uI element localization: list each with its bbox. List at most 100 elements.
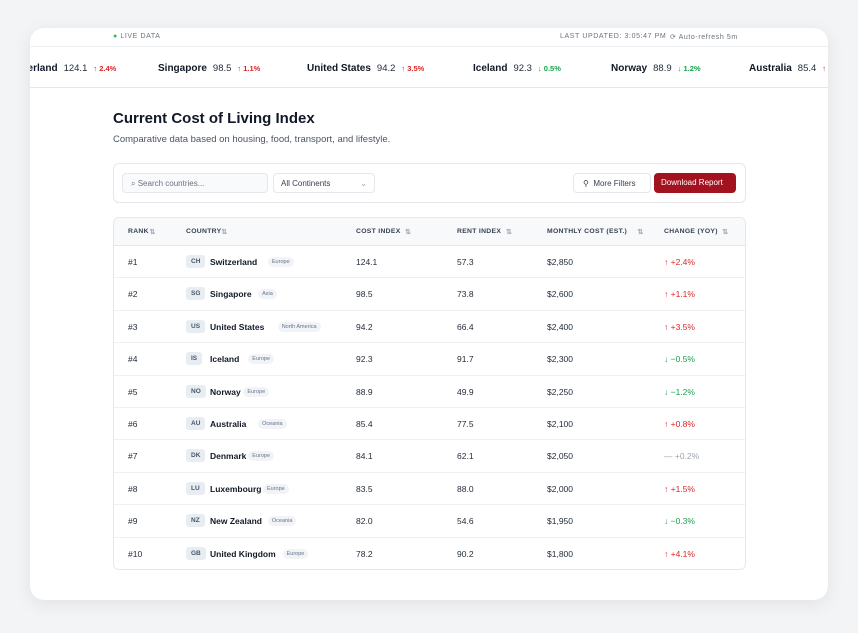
cost-index: 98.5	[356, 289, 373, 300]
country-name: Iceland	[210, 354, 240, 365]
country-name: Luxembourg	[210, 483, 262, 494]
more-filters-button[interactable]: ⚲ More Filters	[573, 173, 651, 193]
continent-tag: Europe	[248, 451, 275, 462]
table-row: #9 NZ New Zealand Oceania 82.0 54.6 $1,950 ↓ −0…	[114, 505, 745, 538]
ticker-change: ↑ 1.1%	[237, 63, 261, 73]
ticker-item: Iceland 92.3 ↓ 0.5%	[473, 58, 561, 78]
change: ↓ −1.2%	[664, 386, 695, 397]
continent-tag: Asia	[258, 289, 277, 300]
dashboard-card: ● LIVE DATA LAST UPDATED: 3:05:47 PM ⟳ A…	[30, 28, 828, 600]
sort-icon[interactable]: ⇅	[221, 229, 228, 236]
table-row: #7 DK Denmark Europe 84.1 62.1 $2,050 — +0.2%	[114, 440, 745, 473]
column-header: RENT INDEX	[457, 228, 502, 235]
ticker-value: 92.3	[513, 62, 532, 74]
ticker-value: 88.9	[653, 62, 672, 74]
ticker-item: United States 94.2 ↑ 3.5%	[307, 58, 424, 78]
cost-index: 124.1	[356, 257, 378, 267]
sort-icon[interactable]: ⇅	[149, 229, 156, 236]
continent-tag: North America	[277, 321, 321, 332]
monthly-cost: $2,400	[547, 321, 573, 332]
download-button[interactable]: Download Report	[654, 173, 736, 193]
country-code: DK	[186, 449, 206, 463]
country-name: United Kingdom	[210, 548, 276, 559]
country-code: CH	[186, 255, 206, 268]
rent-index: 54.6	[457, 516, 474, 527]
country-name: Singapore	[210, 289, 252, 300]
country-code: GB	[186, 546, 206, 560]
live-indicator: ● LIVE DATA	[113, 33, 161, 40]
ticker-item: Norway 88.9 ↓ 1.2%	[611, 58, 701, 78]
continent-tag: Europe	[243, 386, 270, 397]
change: ↓ −0.3%	[664, 516, 695, 527]
cost-index: 88.9	[356, 386, 373, 397]
ticker-change: ↑	[822, 63, 827, 73]
ticker-change: ↑ 3.5%	[401, 63, 425, 73]
cost-index: 94.2	[356, 321, 373, 332]
column-header: COUNTRY	[186, 228, 222, 235]
divider	[30, 87, 828, 88]
rent-index: 62.1	[457, 451, 474, 462]
data-table: RANK ⇅ COUNTRY ⇅ COST INDEX ⇅ RENT INDEX ⇅ MONTH…	[113, 217, 746, 570]
rank: #10	[128, 548, 143, 559]
sort-icon[interactable]: ⇅	[722, 229, 729, 236]
table-row: #3 US United States North America 94.2 66.4 $2…	[114, 311, 745, 344]
continent-tag: Europe	[248, 354, 275, 365]
ticker-change: ↓ 1.2%	[677, 63, 701, 73]
ticker-value: 85.4	[797, 62, 817, 74]
table-row: #1 CH Switzerland Europe 124.1 57.3 $2,850 ↑ +2…	[114, 246, 745, 279]
rent-index: 73.8	[457, 289, 474, 300]
rank: #9	[128, 516, 138, 527]
rank: #6	[128, 419, 138, 429]
cost-index: 78.2	[356, 548, 373, 559]
monthly-cost: $2,600	[547, 289, 573, 300]
change: ↓ −0.5%	[664, 354, 695, 365]
country-code: IS	[186, 352, 203, 366]
button-label: More Filters	[593, 179, 636, 188]
divider	[30, 46, 828, 47]
continent-tag: Europe	[282, 548, 309, 559]
search-input[interactable]: ⌕ Search countries...	[122, 173, 268, 193]
ticker-change: ↑ 2.4%	[93, 63, 117, 73]
monthly-cost: $2,250	[547, 386, 573, 397]
sort-icon[interactable]: ⇅	[637, 229, 644, 236]
table-row: #10 GB United Kingdom Europe 78.2 90.2 $1,800 ↑…	[114, 538, 745, 569]
rent-index: 77.5	[457, 419, 474, 429]
rent-index: 66.4	[457, 321, 474, 332]
country-code: AU	[186, 417, 206, 430]
title: Current Cost of Living Index	[113, 110, 315, 127]
sort-icon[interactable]: ⇅	[506, 229, 512, 236]
ticker-change: ↓ 0.5%	[537, 63, 561, 73]
monthly-cost: $2,000	[547, 483, 573, 494]
rank: #1	[128, 257, 138, 267]
cost-index: 92.3	[356, 354, 373, 365]
change: — +0.2%	[664, 451, 700, 462]
rent-index: 57.3	[457, 257, 474, 267]
country-code: SG	[186, 287, 206, 301]
auto-refresh[interactable]: ⟳ Auto-refresh 5m	[670, 34, 738, 41]
monthly-cost: $2,850	[547, 257, 573, 267]
change: ↑ +2.4%	[664, 257, 695, 267]
ticker-item: Switzerland 124.1 ↑ 2.4%	[30, 58, 116, 78]
sort-icon[interactable]: ⇅	[405, 229, 411, 236]
rank: #5	[128, 386, 138, 397]
rank: #2	[128, 289, 138, 300]
country-code: NZ	[186, 514, 205, 528]
ticker-name: Iceland	[473, 62, 508, 74]
rent-index: 90.2	[457, 548, 474, 559]
subtitle: Comparative data based on housing, food,…	[113, 134, 391, 145]
monthly-cost: $1,950	[547, 516, 573, 527]
change: ↑ +3.5%	[664, 321, 695, 332]
rank: #3	[128, 321, 138, 332]
country-name: Switzerland	[210, 257, 258, 267]
toolbar: ⌕ Search countries... All Continents ⌄ ⚲ …	[113, 163, 746, 203]
continent-select[interactable]: All Continents ⌄	[273, 173, 375, 193]
ticker-value: 98.5	[212, 62, 232, 74]
table-row: #5 NO Norway Europe 88.9 49.9 $2,250 ↓ −1.2%	[114, 376, 745, 408]
ticker-item: Australia 85.4 ↑	[749, 58, 826, 78]
table-row: #8 LU Luxembourg Europe 83.5 88.0 $2,000 ↑ +1.5…	[114, 473, 745, 506]
cost-index: 82.0	[356, 516, 373, 527]
ticker-value: 94.2	[376, 62, 396, 74]
country-name: Denmark	[210, 451, 247, 462]
select-label: All Continents	[281, 179, 331, 188]
